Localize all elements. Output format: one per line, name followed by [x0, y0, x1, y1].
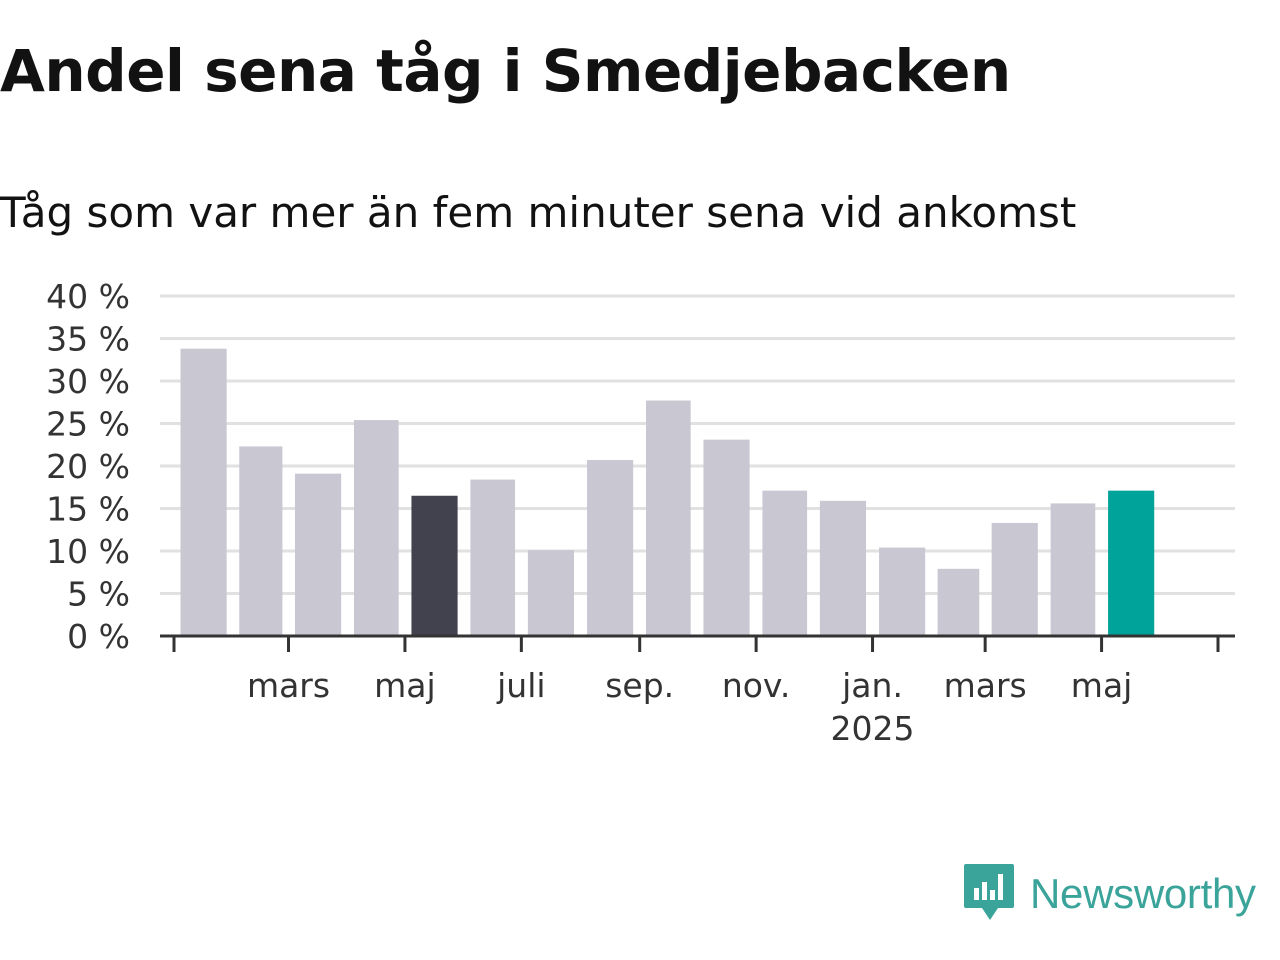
bar: [645, 400, 691, 636]
bar: [1050, 503, 1096, 636]
x-axis-labels: mars maj juli sep. nov. jan. 2025 mars maj: [247, 666, 1132, 748]
bar: [239, 446, 283, 636]
x-tick-label: jan.: [841, 666, 903, 705]
bar: [703, 439, 750, 636]
bar-chart: 0 %5 %10 %15 %20 %25 %30 %35 %40 % mars m…: [46, 277, 1235, 748]
bar: [295, 473, 342, 636]
bar: [762, 490, 808, 636]
chart-subtitle: Tåg som var mer än fem minuter sena vid …: [0, 188, 1077, 237]
brand-name: Newsworthy: [1030, 870, 1256, 917]
x-tick-label: maj: [1071, 666, 1133, 705]
bar: [353, 420, 399, 636]
y-tick-label: 10 %: [46, 532, 130, 571]
bars: [180, 348, 1155, 636]
y-tick-label: 0 %: [67, 617, 130, 656]
x-axis: [160, 634, 1235, 652]
y-tick-label: 40 %: [46, 277, 130, 316]
y-tick-label: 5 %: [67, 575, 130, 614]
x-tick-label: juli: [496, 666, 545, 705]
bar: [991, 522, 1038, 636]
x-tick-label: sep.: [605, 666, 674, 705]
y-axis-labels: 0 %5 % 10 %15 % 20 %25 % 30 %35 % 40 %: [46, 277, 130, 656]
bar: [879, 547, 926, 636]
y-tick-label: 30 %: [46, 362, 130, 401]
newsworthy-logo-icon: [964, 864, 1014, 920]
x-tick-label: nov.: [722, 666, 791, 705]
bar: [527, 550, 575, 636]
x-tick-label: maj: [374, 666, 436, 705]
y-tick-label: 35 %: [46, 320, 130, 359]
grid-lines: [160, 294, 1235, 595]
x-tick-label: mars: [944, 666, 1027, 705]
chart-title: Andel sena tåg i Smedjebacken: [0, 37, 1011, 105]
newsworthy-logo: Newsworthy: [962, 862, 1256, 926]
y-tick-label: 25 %: [46, 405, 130, 444]
y-tick-label: 20 %: [46, 447, 130, 486]
x-tick-year-label: 2025: [831, 709, 915, 748]
x-tick-label: mars: [247, 666, 330, 705]
bar: [470, 479, 516, 636]
bar: [937, 568, 980, 636]
bar: [180, 348, 227, 636]
y-tick-label: 15 %: [46, 490, 130, 529]
bar: [587, 460, 634, 636]
bar: [1108, 490, 1155, 636]
bar: [411, 495, 458, 636]
bar: [819, 500, 867, 636]
